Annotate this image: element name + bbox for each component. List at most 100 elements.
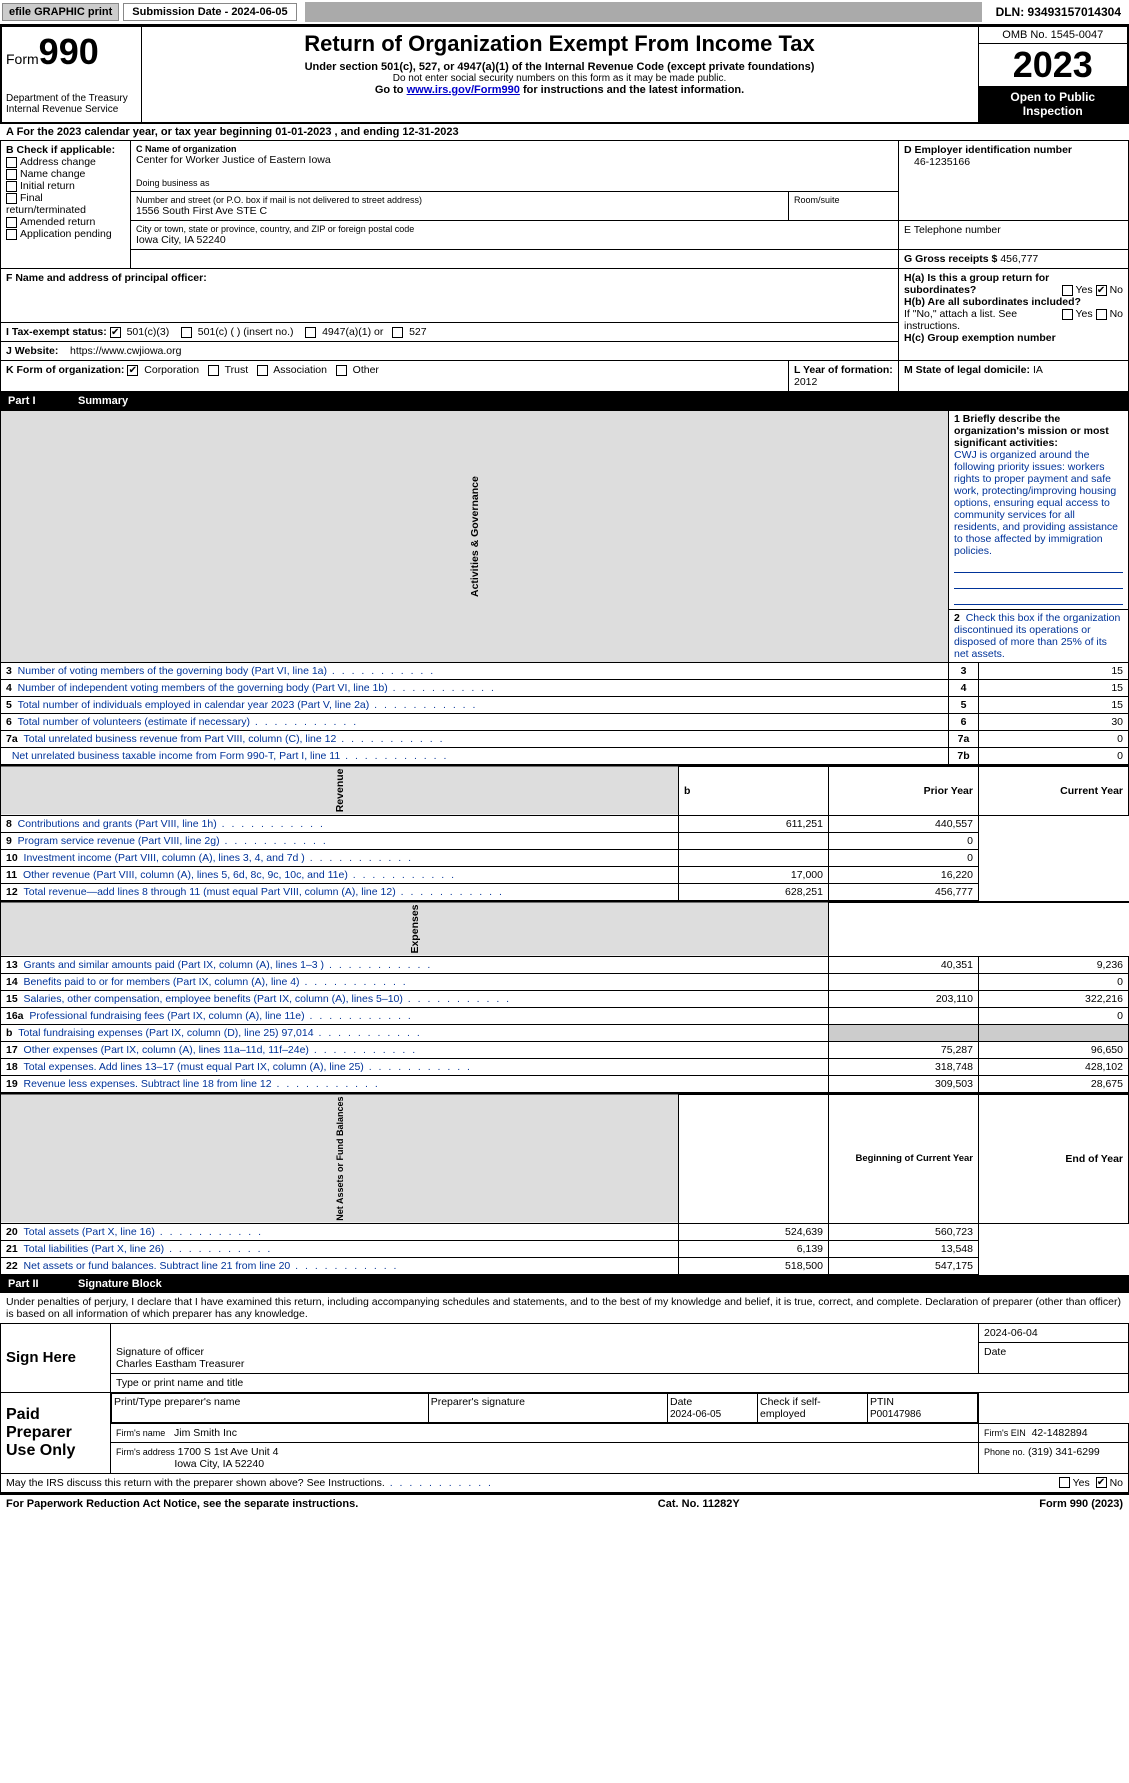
cb-final[interactable]: Final return/terminated (6, 192, 125, 216)
form-label: Form (6, 51, 39, 67)
table-row: 13 Grants and similar amounts paid (Part… (1, 956, 1129, 973)
hb-yes-cb[interactable] (1062, 309, 1073, 320)
cb-assoc[interactable] (257, 365, 268, 376)
cb-527[interactable] (392, 327, 403, 338)
room-label: Room/suite (794, 195, 893, 205)
dba-label: Doing business as (136, 178, 893, 188)
link-suffix: for instructions and the latest informat… (520, 84, 744, 96)
prep-date: 2024-06-05 (670, 1409, 721, 1420)
paperwork-notice: For Paperwork Reduction Act Notice, see … (6, 1498, 358, 1510)
prep-sig-label: Preparer's signature (431, 1396, 525, 1408)
cat-no: Cat. No. 11282Y (658, 1498, 740, 1510)
form-subtitle-1: Under section 501(c), 527, or 4947(a)(1)… (146, 61, 974, 73)
hb-label: H(b) Are all subordinates included? (904, 296, 1081, 308)
initial-label: Initial return (20, 180, 75, 192)
efile-btn[interactable]: efile GRAPHIC print (2, 3, 119, 21)
form-ref: Form 990 (2023) (1039, 1498, 1123, 1510)
top-spacer (305, 2, 982, 22)
ha-label: H(a) Is this a group return for subordin… (904, 272, 1049, 296)
name-change-label: Name change (20, 168, 85, 180)
cb-trust[interactable] (208, 365, 219, 376)
discuss-yes: Yes (1073, 1477, 1090, 1489)
link-prefix: Go to (375, 84, 407, 96)
cb-corp[interactable] (127, 365, 138, 376)
blank-line (954, 559, 1123, 573)
form-number-block: Form990 (6, 31, 137, 73)
assoc-label: Association (273, 364, 327, 376)
irs-link[interactable]: www.irs.gov/Form990 (407, 84, 520, 96)
perjury-statement: Under penalties of perjury, I declare th… (0, 1293, 1129, 1323)
dept-treasury: Department of the Treasury (6, 93, 137, 104)
part-1-num: Part I (8, 395, 78, 407)
final-label: Final return/terminated (6, 192, 86, 216)
discuss-label: May the IRS discuss this return with the… (6, 1477, 385, 1489)
dln: DLN: 93493157014304 (990, 3, 1127, 21)
4947-label: 4947(a)(1) or (322, 326, 383, 338)
firm-name-label: Firm's name (116, 1428, 165, 1438)
table-row: 8 Contributions and grants (Part VIII, l… (1, 815, 1129, 832)
website-label: J Website: (6, 345, 58, 357)
addr-change-label: Address change (20, 156, 96, 168)
cb-amended[interactable]: Amended return (6, 216, 125, 228)
table-row: 20 Total assets (Part X, line 16)524,639… (1, 1224, 1129, 1241)
cb-pending[interactable]: Application pending (6, 228, 125, 240)
phone-label: E Telephone number (904, 224, 1123, 236)
state-value: IA (1033, 364, 1043, 376)
firm-name: Jim Smith Inc (174, 1427, 237, 1439)
ha-line: H(a) Is this a group return for subordin… (904, 272, 1123, 296)
revenue-label: Revenue (1, 766, 679, 815)
city-value: Iowa City, IA 52240 (136, 234, 893, 246)
form-org-label: K Form of organization: (6, 364, 124, 376)
prior-year-header: Prior Year (829, 766, 979, 815)
table-row: b Total fundraising expenses (Part IX, c… (1, 1024, 1129, 1041)
boy-header: Beginning of Current Year (829, 1094, 979, 1224)
gross-value: 456,777 (1000, 253, 1038, 265)
line-1-label: 1 Briefly describe the organization's mi… (954, 413, 1109, 449)
hb-no-cb[interactable] (1096, 309, 1107, 320)
part-1-financial: Revenue b Prior Year Current Year 8 Cont… (0, 765, 1129, 901)
form-subtitle-2: Do not enter social security numbers on … (146, 73, 974, 84)
netassets-label: Net Assets or Fund Balances (1, 1094, 679, 1224)
trust-label: Trust (225, 364, 249, 376)
year-form-label: L Year of formation: (794, 364, 893, 376)
table-row: 11 Other revenue (Part VIII, column (A),… (1, 866, 1129, 883)
type-name-label: Type or print name and title (111, 1373, 1129, 1392)
ha-yes-cb[interactable] (1062, 285, 1073, 296)
cb-name-change[interactable]: Name change (6, 168, 125, 180)
paid-prep-label: Paid Preparer Use Only (1, 1392, 111, 1473)
cb-501c[interactable] (181, 327, 192, 338)
expenses-label: Expenses (1, 902, 829, 957)
discuss-yes-cb[interactable] (1059, 1477, 1070, 1488)
discuss-no: No (1110, 1477, 1123, 1489)
cb-4947[interactable] (305, 327, 316, 338)
blank-line (954, 591, 1123, 605)
firm-addr-label: Firm's address (116, 1447, 175, 1457)
cb-addr-change[interactable]: Address change (6, 156, 125, 168)
eoy-header: End of Year (979, 1094, 1129, 1224)
submission-btn[interactable]: Submission Date - 2024-06-05 (123, 3, 296, 21)
cb-initial[interactable]: Initial return (6, 180, 125, 192)
table-row: 10 Investment income (Part VIII, column … (1, 849, 1129, 866)
table-row: 9 Program service revenue (Part VIII, li… (1, 832, 1129, 849)
discuss-no-cb[interactable] (1096, 1477, 1107, 1488)
ha-no-cb[interactable] (1096, 285, 1107, 296)
corp-label: Corporation (144, 364, 199, 376)
sig-date: 2024-06-04 (979, 1324, 1129, 1343)
cb-501c3[interactable] (110, 327, 121, 338)
table-row: 17 Other expenses (Part IX, column (A), … (1, 1041, 1129, 1058)
part-2-header: Part II Signature Block (0, 1275, 1129, 1293)
section-a-line: A For the 2023 calendar year, or tax yea… (0, 124, 1129, 140)
header-info-table: B Check if applicable: Address change Na… (0, 140, 1129, 392)
phone-value: (319) 341-6299 (1028, 1446, 1100, 1458)
527-label: 527 (409, 326, 427, 338)
signature-table: Sign Here 2024-06-04 Signature of office… (0, 1323, 1129, 1493)
city-label: City or town, state or province, country… (136, 224, 893, 234)
firm-ein-label: Firm's EIN (984, 1428, 1026, 1438)
form-header: Form990 Department of the Treasury Inter… (0, 25, 1129, 124)
ein-value: 46-1235166 (904, 156, 1123, 168)
table-row: 21 Total liabilities (Part X, line 26)6,… (1, 1241, 1129, 1258)
501c3-label: 501(c)(3) (127, 326, 170, 338)
year-form-value: 2012 (794, 376, 817, 388)
cb-other[interactable] (336, 365, 347, 376)
check-if-label: Check if self-employed (760, 1396, 821, 1420)
